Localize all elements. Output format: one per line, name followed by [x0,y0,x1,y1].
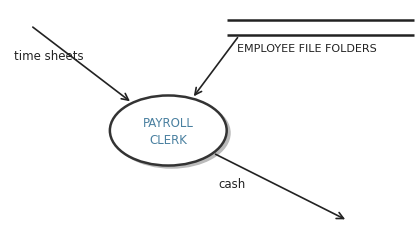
Text: EMPLOYEE FILE FOLDERS: EMPLOYEE FILE FOLDERS [237,44,377,54]
Text: time sheets: time sheets [14,50,84,63]
Text: PAYROLL
CLERK: PAYROLL CLERK [143,116,194,146]
Text: cash: cash [218,177,246,190]
Circle shape [110,96,227,166]
Circle shape [113,99,230,168]
